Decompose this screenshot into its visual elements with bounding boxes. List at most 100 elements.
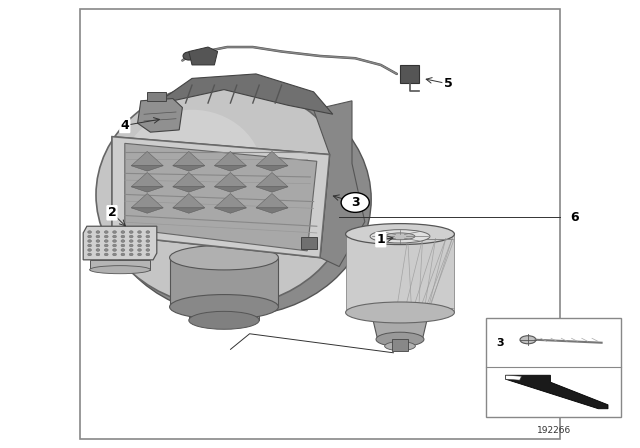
Ellipse shape (113, 244, 116, 247)
Ellipse shape (96, 231, 100, 233)
Ellipse shape (88, 249, 92, 251)
Ellipse shape (385, 342, 415, 351)
Ellipse shape (376, 332, 424, 347)
Ellipse shape (146, 235, 150, 238)
Polygon shape (90, 260, 150, 270)
Bar (80, 9, 560, 439)
Polygon shape (131, 187, 163, 192)
Ellipse shape (113, 235, 116, 238)
Polygon shape (189, 307, 259, 320)
Ellipse shape (88, 231, 92, 233)
Ellipse shape (129, 249, 133, 251)
Ellipse shape (96, 249, 100, 251)
Polygon shape (189, 47, 218, 65)
Polygon shape (506, 375, 608, 409)
Polygon shape (392, 340, 408, 351)
Ellipse shape (102, 83, 371, 316)
Polygon shape (160, 74, 333, 114)
Polygon shape (138, 99, 182, 132)
Ellipse shape (146, 249, 150, 251)
Ellipse shape (88, 240, 92, 242)
Polygon shape (173, 151, 205, 166)
Ellipse shape (170, 246, 278, 270)
Polygon shape (131, 166, 163, 171)
Polygon shape (256, 172, 288, 187)
Polygon shape (371, 313, 429, 340)
Ellipse shape (104, 231, 108, 233)
Ellipse shape (346, 302, 454, 323)
Ellipse shape (113, 253, 116, 256)
Polygon shape (173, 208, 205, 213)
Polygon shape (214, 194, 246, 208)
Polygon shape (112, 137, 330, 258)
Polygon shape (131, 208, 163, 213)
Ellipse shape (113, 240, 116, 242)
Ellipse shape (138, 253, 141, 256)
Ellipse shape (183, 52, 195, 60)
Polygon shape (506, 375, 522, 380)
Polygon shape (400, 65, 419, 83)
Ellipse shape (146, 244, 150, 247)
Ellipse shape (96, 253, 100, 256)
Polygon shape (131, 151, 163, 166)
Polygon shape (214, 172, 246, 187)
Polygon shape (131, 172, 163, 187)
Polygon shape (173, 166, 205, 171)
Ellipse shape (346, 224, 454, 245)
Ellipse shape (104, 253, 108, 256)
Ellipse shape (138, 240, 141, 242)
Polygon shape (83, 226, 157, 260)
Polygon shape (256, 187, 288, 192)
Ellipse shape (170, 295, 278, 319)
Ellipse shape (121, 240, 125, 242)
Bar (301, 237, 317, 249)
Polygon shape (214, 208, 246, 213)
Ellipse shape (121, 231, 125, 233)
Ellipse shape (96, 83, 352, 307)
Text: 2: 2 (108, 206, 116, 220)
Polygon shape (314, 101, 365, 267)
Text: 192266: 192266 (536, 426, 571, 435)
Ellipse shape (370, 230, 430, 243)
Text: 3: 3 (351, 196, 360, 209)
Ellipse shape (88, 253, 92, 256)
Polygon shape (256, 208, 288, 213)
Ellipse shape (88, 235, 92, 238)
Ellipse shape (121, 249, 125, 251)
Polygon shape (256, 151, 288, 166)
Text: 1: 1 (376, 233, 385, 246)
Ellipse shape (104, 244, 108, 247)
Bar (486, 318, 621, 417)
Text: 5: 5 (444, 77, 452, 90)
Ellipse shape (385, 233, 415, 240)
Ellipse shape (122, 110, 262, 235)
Polygon shape (346, 234, 454, 313)
Polygon shape (170, 258, 278, 307)
Ellipse shape (129, 235, 133, 238)
Ellipse shape (113, 249, 116, 251)
Ellipse shape (121, 235, 125, 238)
Polygon shape (173, 187, 205, 192)
Ellipse shape (96, 240, 100, 242)
Polygon shape (256, 166, 288, 171)
Ellipse shape (129, 244, 133, 247)
Ellipse shape (104, 240, 108, 242)
Text: 3: 3 (497, 338, 504, 348)
Polygon shape (256, 194, 288, 208)
Ellipse shape (113, 231, 116, 233)
Ellipse shape (121, 253, 125, 256)
Ellipse shape (104, 249, 108, 251)
Ellipse shape (129, 253, 133, 256)
Ellipse shape (138, 249, 141, 251)
Polygon shape (173, 172, 205, 187)
Polygon shape (214, 187, 246, 192)
Ellipse shape (129, 240, 133, 242)
Text: 4: 4 (120, 119, 129, 132)
Ellipse shape (138, 244, 141, 247)
Ellipse shape (189, 311, 259, 329)
Text: 6: 6 (570, 211, 579, 224)
Polygon shape (147, 92, 166, 101)
Ellipse shape (96, 244, 100, 247)
Circle shape (341, 193, 369, 212)
Ellipse shape (146, 253, 150, 256)
